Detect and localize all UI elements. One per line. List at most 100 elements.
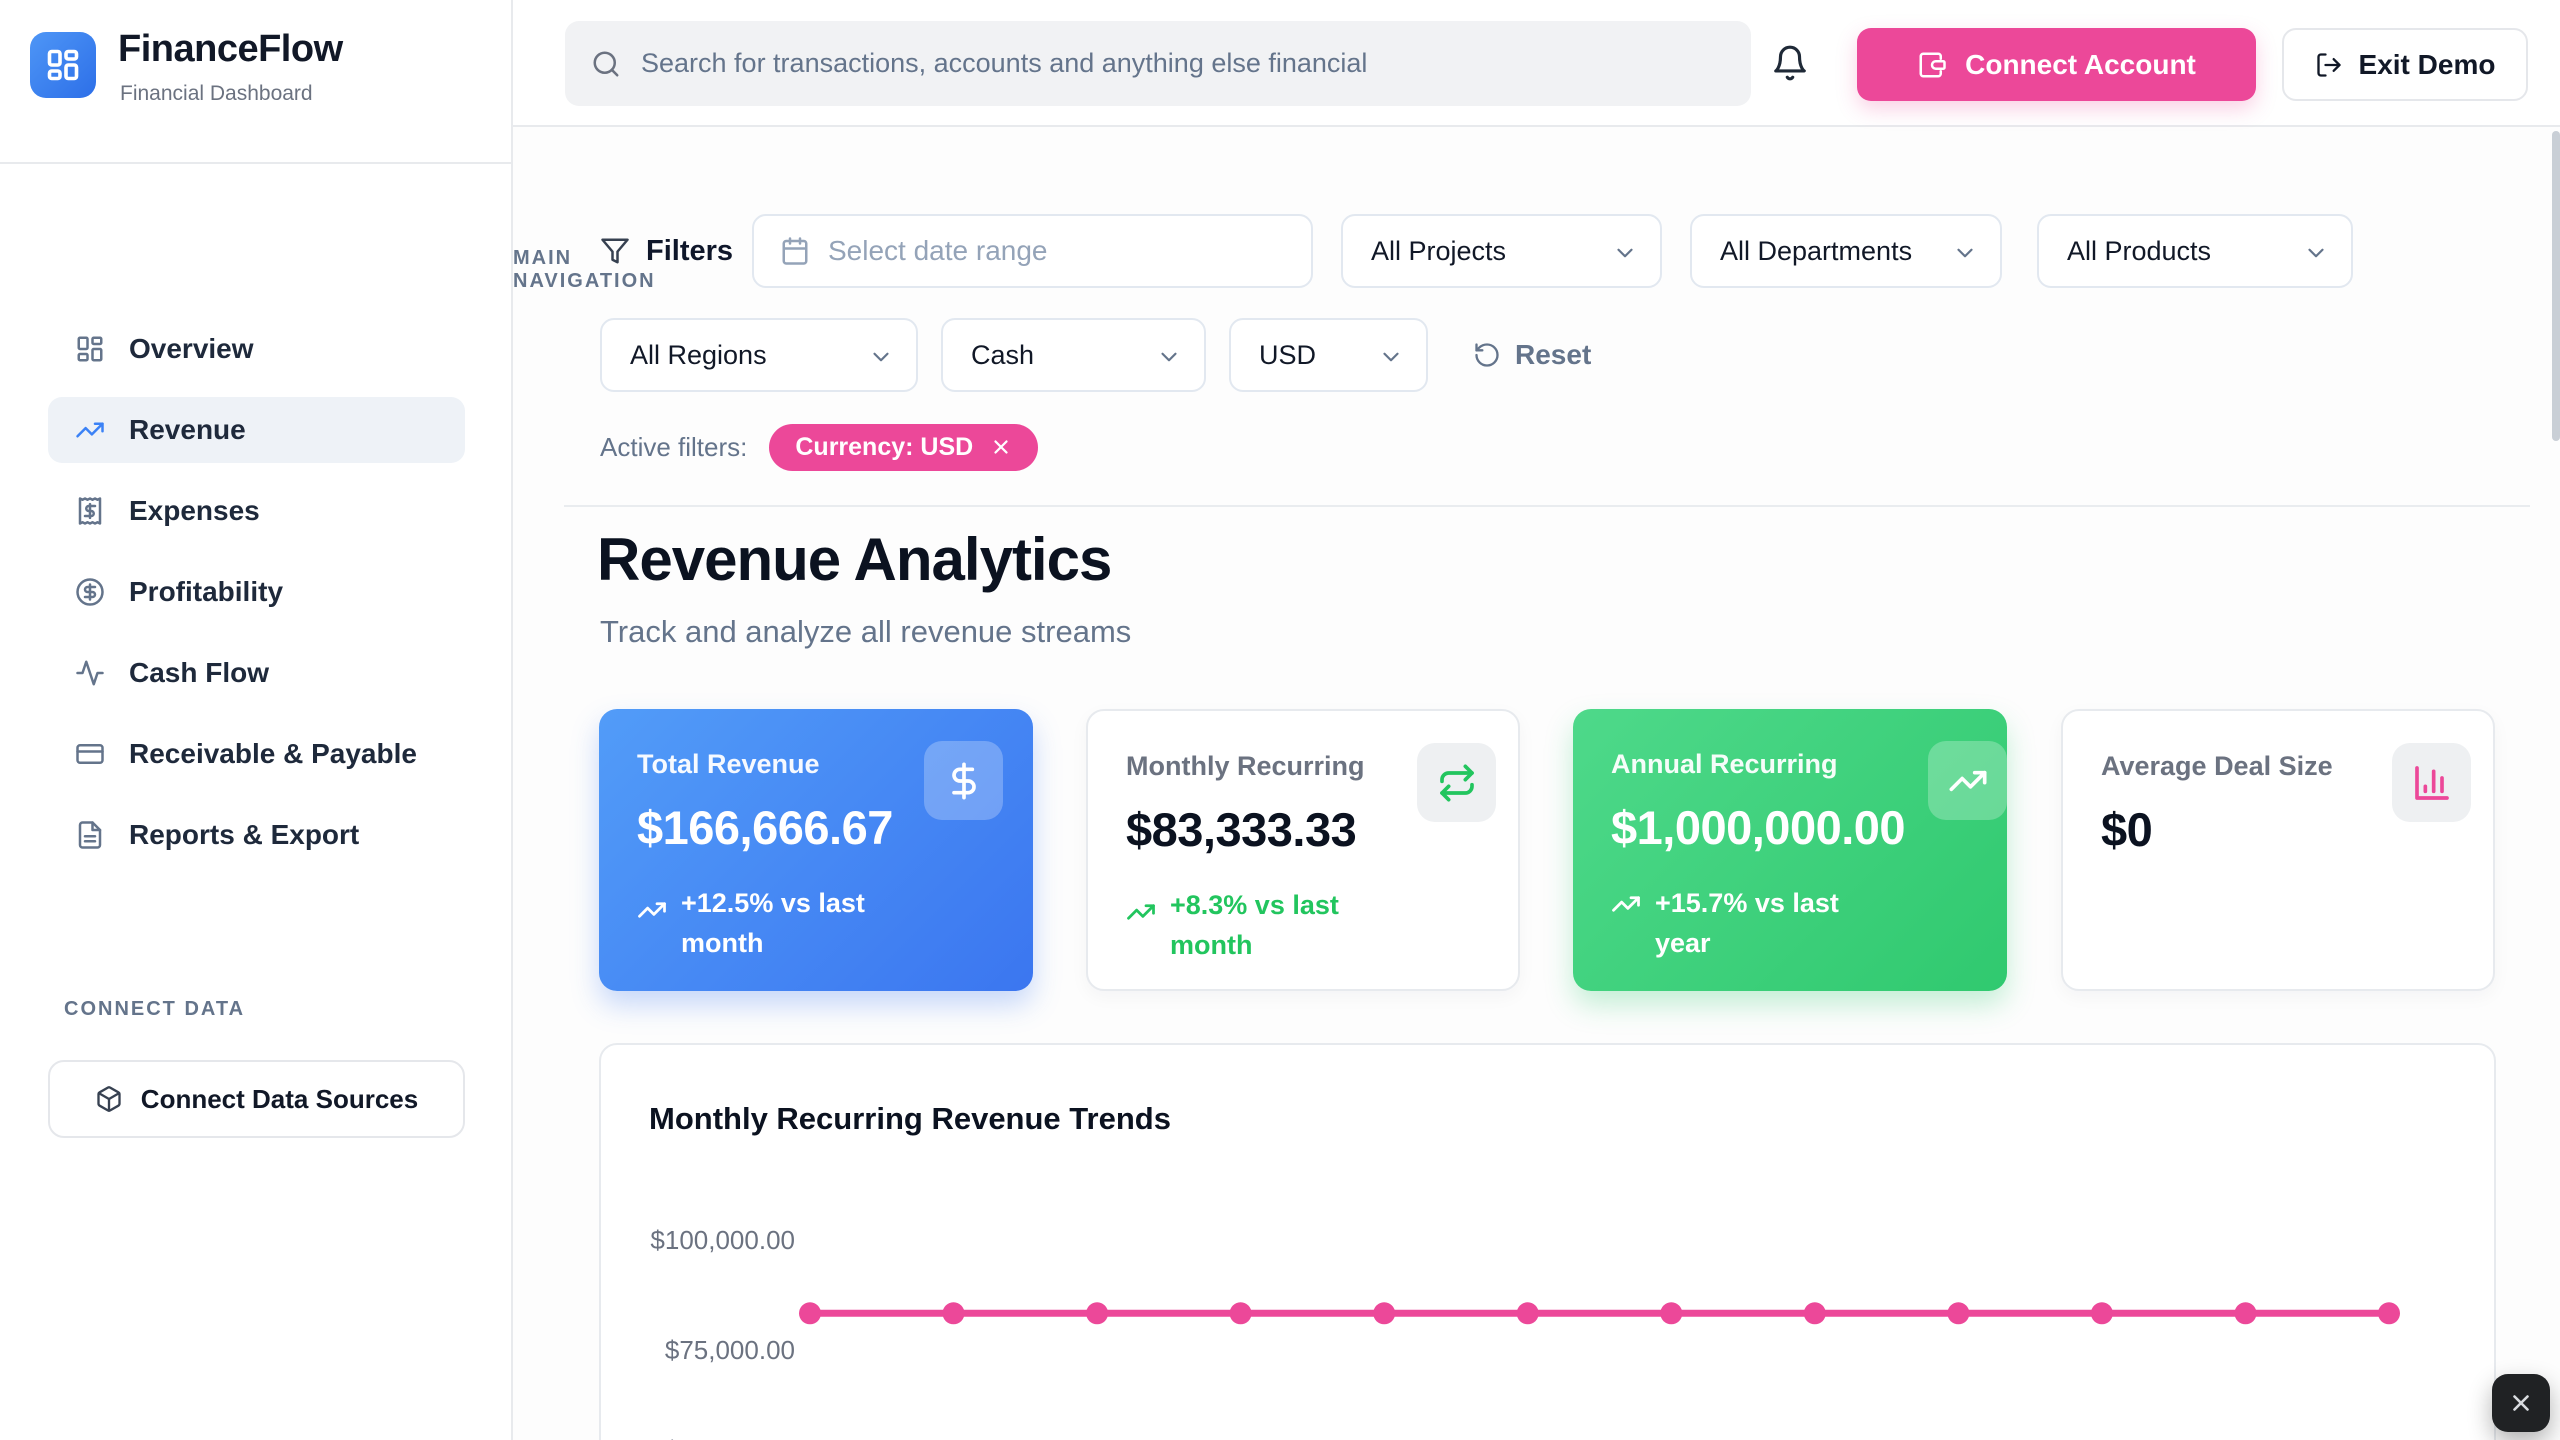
- receipt-icon: [75, 496, 105, 526]
- date-range-field: [752, 214, 1313, 288]
- kpi-label: Total Revenue: [637, 749, 820, 779]
- accounting-basis-select[interactable]: Cash: [941, 318, 1206, 392]
- chart-data-point[interactable]: [2234, 1302, 2257, 1325]
- date-range-input[interactable]: [810, 235, 1311, 267]
- exit-demo-label: Exit Demo: [2358, 48, 2496, 80]
- sidebar-item-label: Revenue: [129, 414, 246, 445]
- sidebar-item-label: Profitability: [129, 576, 284, 607]
- dollar-icon: [924, 741, 1003, 820]
- chip-remove-icon[interactable]: [990, 436, 1012, 458]
- sidebar-item-label: Reports & Export: [129, 819, 360, 850]
- kpi-value: $0: [2101, 803, 2153, 856]
- page-subtitle: Track and analyze all revenue streams: [600, 614, 1132, 649]
- sidebar-item-revenue[interactable]: Revenue: [48, 397, 465, 463]
- connect-account-button[interactable]: Connect Account: [1857, 28, 2256, 101]
- active-filters-row: Active filters: Currency: USD: [600, 423, 1039, 471]
- connect-data-sources-button[interactable]: Connect Data Sources: [48, 1060, 465, 1138]
- app-subtitle: Financial Dashboard: [120, 82, 313, 105]
- mrr-trends-card: Monthly Recurring Revenue Trends $100,00…: [599, 1043, 2496, 1440]
- chart-data-point[interactable]: [1086, 1302, 1109, 1325]
- close-icon: [2508, 1390, 2534, 1416]
- chart-data-point[interactable]: [1803, 1302, 1826, 1325]
- repeat-icon: [1417, 743, 1496, 822]
- exit-demo-button[interactable]: Exit Demo: [2282, 28, 2528, 101]
- sidebar-header: FinanceFlow Financial Dashboard: [0, 0, 511, 164]
- notifications-button[interactable]: [1763, 36, 1817, 90]
- kpi-value: $1,000,000.00: [1611, 801, 1906, 854]
- kpi-trend-text: +12.5% vs last month: [681, 888, 865, 958]
- app-logo: [30, 32, 96, 98]
- sidebar-item-label: Overview: [129, 333, 254, 364]
- regions-select[interactable]: All Regions: [600, 318, 918, 392]
- active-filter-chip[interactable]: Currency: USD: [769, 423, 1039, 471]
- page-title: Revenue Analytics: [597, 526, 1112, 593]
- trending-up-icon: [637, 895, 667, 925]
- kpi-trend: +15.7% vs last year: [1611, 883, 1891, 963]
- sidebar-item-label: Receivable & Payable: [129, 738, 417, 769]
- trending-up-icon: [75, 415, 105, 445]
- section-divider: [564, 505, 2530, 507]
- circle-dollar-icon: [75, 577, 105, 607]
- trending-up-icon: [1928, 741, 2007, 820]
- chart-data-point[interactable]: [1229, 1302, 1252, 1325]
- bar-chart-icon: [2392, 743, 2471, 822]
- sidebar-item-profitability[interactable]: Profitability: [48, 559, 465, 625]
- connect-section-heading: CONNECT DATA: [64, 998, 246, 1020]
- sidebar-item-label: Expenses: [129, 495, 260, 526]
- reset-filters-button[interactable]: Reset: [1473, 318, 1591, 392]
- sidebar-item-receivable-payable[interactable]: Receivable & Payable: [48, 721, 465, 787]
- kpi-trend: +8.3% vs last month: [1126, 885, 1406, 965]
- chevron-down-icon: [2303, 240, 2329, 266]
- demo-close-button[interactable]: [2492, 1374, 2550, 1432]
- chart-data-point[interactable]: [1516, 1302, 1539, 1325]
- sidebar-item-cash-flow[interactable]: Cash Flow: [48, 640, 465, 706]
- regions-select-value: All Regions: [630, 339, 767, 370]
- kpi-value: $166,666.67: [637, 801, 893, 854]
- calendar-icon: [780, 236, 810, 266]
- sidebar-item-expenses[interactable]: Expenses: [48, 478, 465, 544]
- app-title: FinanceFlow: [118, 28, 343, 70]
- chart-data-point[interactable]: [1660, 1302, 1683, 1325]
- sidebar-item-reports-export[interactable]: Reports & Export: [48, 802, 465, 868]
- scrollbar: [2552, 129, 2560, 1440]
- topbar: Connect Account Exit Demo: [513, 0, 2560, 127]
- departments-select[interactable]: All Departments: [1690, 214, 2002, 288]
- products-select[interactable]: All Products: [2037, 214, 2353, 288]
- trending-up-icon: [1611, 889, 1641, 919]
- chart-data-point[interactable]: [1373, 1302, 1396, 1325]
- chart-data-point[interactable]: [2378, 1302, 2400, 1325]
- kpi-card-monthly-recurring: Monthly Recurring $83,333.33 +8.3% vs la…: [1086, 709, 1520, 991]
- sidebar-item-label: Cash Flow: [129, 657, 270, 688]
- departments-select-value: All Departments: [1720, 235, 1913, 266]
- y-axis-tick-partial: $50,000.00: [601, 1435, 795, 1440]
- scrollbar-thumb[interactable]: [2552, 131, 2560, 441]
- chart-data-point[interactable]: [942, 1302, 965, 1325]
- filters-row-1: Filters All Projects All Departments All…: [513, 214, 2560, 288]
- layout-dashboard-icon: [75, 334, 105, 364]
- bell-icon: [1771, 44, 1809, 82]
- global-search: [565, 21, 1751, 106]
- search-input[interactable]: [621, 21, 1751, 106]
- connect-account-label: Connect Account: [1965, 48, 2196, 80]
- search-icon: [591, 49, 621, 79]
- chevron-down-icon: [1156, 344, 1182, 370]
- projects-select[interactable]: All Projects: [1341, 214, 1662, 288]
- kpi-label: Average Deal Size: [2101, 751, 2333, 781]
- kpi-trend-text: +8.3% vs last month: [1170, 890, 1339, 960]
- kpi-label: Annual Recurring: [1611, 749, 1838, 779]
- connect-data-sources-label: Connect Data Sources: [140, 1083, 419, 1114]
- projects-select-value: All Projects: [1371, 235, 1507, 266]
- chevron-down-icon: [868, 344, 894, 370]
- kpi-value: $83,333.33: [1126, 803, 1357, 856]
- y-axis-tick: $100,000.00: [650, 1225, 795, 1255]
- mrr-line-chart: [799, 1302, 2400, 1325]
- layout-dashboard-icon: [45, 47, 81, 83]
- chart-data-point[interactable]: [2090, 1302, 2113, 1325]
- reset-label: Reset: [1515, 339, 1592, 370]
- chart-data-point[interactable]: [799, 1302, 821, 1325]
- sidebar-item-overview[interactable]: Overview: [48, 316, 465, 382]
- chart-data-point[interactable]: [1947, 1302, 1970, 1325]
- activity-icon: [75, 658, 105, 688]
- filters-row-2: All Regions Cash USD Reset: [513, 318, 2560, 392]
- currency-select[interactable]: USD: [1229, 318, 1428, 392]
